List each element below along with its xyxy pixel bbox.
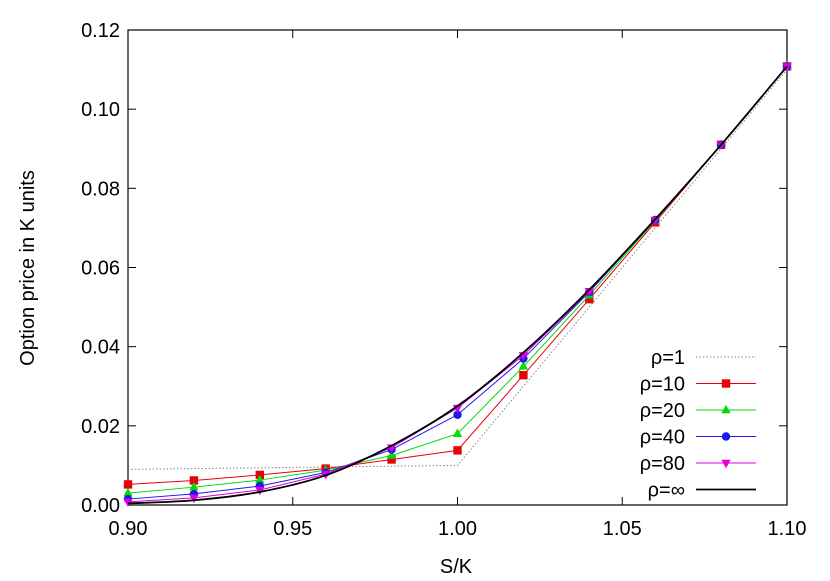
data-point-marker	[452, 428, 463, 437]
y-tick-label: 0.00	[81, 495, 120, 517]
data-point-marker	[721, 459, 731, 469]
y-tick-label: 0.08	[81, 178, 120, 200]
data-point-marker	[453, 410, 462, 419]
data-point-marker	[189, 481, 199, 491]
x-tick-label: 1.05	[603, 518, 642, 540]
series-1	[123, 62, 792, 489]
y-tick-label: 0.12	[81, 20, 120, 42]
x-tick-label: 0.90	[109, 518, 148, 540]
data-point-marker	[123, 487, 133, 497]
series-layer	[123, 61, 792, 508]
series-0	[127, 69, 788, 470]
x-tick-label: 1.00	[438, 518, 477, 540]
x-tick-label: 0.95	[273, 518, 312, 540]
legend-label: ρ=10	[640, 374, 685, 396]
data-point-marker	[387, 455, 396, 464]
series-line	[127, 65, 788, 505]
data-point-marker	[255, 486, 265, 496]
series-line	[127, 66, 788, 485]
data-point-marker	[585, 294, 594, 304]
x-axis-label: S/K	[440, 556, 473, 578]
data-point-marker	[721, 404, 731, 414]
data-point-marker	[518, 361, 529, 370]
y-tick-label: 0.04	[81, 337, 120, 359]
y-tick-label: 0.06	[81, 258, 120, 280]
y-axis-ticks: 0.00 0.02 0.04 0.06 0.08 0.10 0.12	[81, 20, 787, 517]
data-point-marker	[453, 446, 462, 455]
data-point-marker	[189, 476, 199, 485]
data-point-marker	[650, 216, 660, 226]
legend: ρ=1 ρ=10 ρ=20 ρ=40 ρ=80 ρ=∞	[640, 347, 756, 502]
data-point-marker	[123, 480, 133, 489]
data-point-marker	[189, 494, 199, 504]
data-point-marker	[721, 432, 731, 441]
legend-label: ρ=40	[640, 427, 685, 449]
y-tick-label: 0.10	[81, 99, 120, 121]
data-point-marker	[584, 288, 594, 297]
series-5	[127, 65, 788, 505]
series-4	[123, 63, 792, 508]
data-point-marker	[255, 474, 265, 484]
series-line	[127, 69, 788, 470]
legend-label: ρ=∞	[648, 480, 685, 502]
data-point-marker	[386, 450, 397, 459]
y-tick-label: 0.02	[81, 416, 120, 438]
legend-label: ρ=1	[651, 347, 685, 369]
legend-label: ρ=80	[640, 453, 685, 475]
data-point-marker	[721, 379, 731, 388]
x-tick-label: 1.10	[768, 518, 807, 540]
data-point-marker	[519, 370, 528, 380]
series-3	[123, 62, 792, 504]
series-2	[123, 61, 792, 497]
x-axis-ticks: 0.90 0.95 1.00 1.05 1.10	[109, 30, 807, 540]
legend-label: ρ=20	[640, 400, 685, 422]
y-axis-label: Option price in K units	[17, 170, 39, 366]
